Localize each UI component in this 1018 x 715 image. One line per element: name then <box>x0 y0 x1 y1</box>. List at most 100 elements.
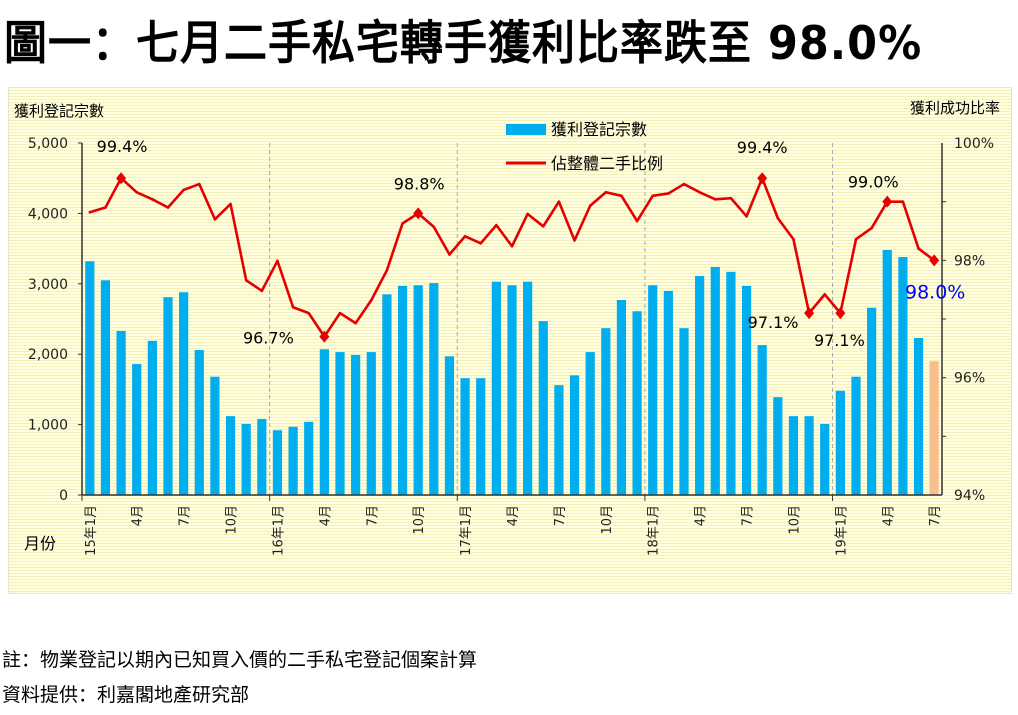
data-label: 98.0% <box>905 281 965 303</box>
x-tick-label: 7月 <box>178 505 193 526</box>
right-tick-label: 94% <box>954 488 985 504</box>
ratio-point-2017-03 <box>495 223 498 227</box>
ratio-point-2018-05 <box>713 198 717 201</box>
highlight-marker <box>804 307 815 320</box>
x-tick-label: 15年1月 <box>84 505 99 556</box>
ratio-point-2015-06 <box>166 206 170 209</box>
bar-2017-12 <box>632 311 642 495</box>
x-tick-label: 4月 <box>506 505 521 526</box>
ratio-point-2017-11 <box>620 194 623 198</box>
bar-2018-05 <box>710 266 720 495</box>
ratio-point-2015-09 <box>213 217 217 221</box>
ratio-point-2016-03 <box>307 311 311 315</box>
data-label: 99.4% <box>97 137 148 156</box>
left-axis-title: 獲利登記宗數 <box>14 102 104 120</box>
bar-2016-06 <box>351 354 361 495</box>
bar-2015-10 <box>225 416 236 495</box>
x-tick-label: 7月 <box>928 505 943 526</box>
left-tick-label: 1,000 <box>28 418 68 434</box>
left-tick-label: 5,000 <box>28 136 68 152</box>
highlight-marker <box>835 307 846 320</box>
ratio-point-2017-04 <box>510 244 514 248</box>
right-tick-label: 96% <box>954 371 985 387</box>
bar-2019-06 <box>913 338 924 495</box>
bar-2015-01 <box>85 261 95 495</box>
ratio-point-2019-02 <box>854 237 858 241</box>
source-note: 資料提供：利嘉閣地產研究部 <box>2 684 250 706</box>
bar-2017-03 <box>491 281 501 495</box>
bar-2019-05 <box>898 257 908 495</box>
bar-2017-01 <box>460 378 470 495</box>
bar-2016-09 <box>397 285 408 495</box>
data-label: 97.1% <box>748 313 799 332</box>
bar-2017-10 <box>601 328 611 495</box>
bar-2015-06 <box>163 297 173 495</box>
x-tick-label: 7月 <box>553 505 568 526</box>
highlight-marker <box>929 254 940 267</box>
ratio-point-2016-05 <box>338 311 342 315</box>
bar-2015-07 <box>179 292 189 495</box>
ratio-point-2018-01 <box>651 194 655 198</box>
data-label: 98.8% <box>394 174 445 193</box>
ratio-point-2015-12 <box>260 289 264 293</box>
ratio-point-2015-02 <box>104 206 107 209</box>
bar-2019-03 <box>867 307 877 495</box>
bar-2016-01 <box>272 430 283 495</box>
left-tick-label: 0 <box>59 488 68 504</box>
bar-2016-03 <box>304 421 314 495</box>
x-tick-label: 4月 <box>318 505 333 526</box>
bar-2017-02 <box>476 378 486 495</box>
ratio-point-2015-07 <box>182 188 185 192</box>
bar-2018-02 <box>663 290 673 495</box>
ratio-point-2018-04 <box>698 190 701 194</box>
x-tick-label: 7月 <box>741 505 756 526</box>
ratio-point-2015-10 <box>229 202 232 206</box>
bar-2016-07 <box>366 352 376 495</box>
legend-line-label: 佔整體二手比例 <box>551 154 663 173</box>
ratio-point-2016-09 <box>401 222 404 225</box>
bar-2015-05 <box>147 340 157 495</box>
x-tick-label: 7月 <box>365 505 380 526</box>
bar-2017-08 <box>569 375 580 495</box>
highlight-marker <box>413 207 424 220</box>
bar-2017-06 <box>538 321 548 495</box>
ratio-point-2018-03 <box>682 182 686 186</box>
bar-2016-11 <box>429 283 439 495</box>
bar-2015-03 <box>116 330 126 495</box>
bar-2015-12 <box>257 418 267 495</box>
bar-2016-04 <box>319 349 329 495</box>
ratio-point-2015-05 <box>151 198 154 201</box>
x-tick-label: 10月 <box>787 505 802 535</box>
right-tick-label: 100% <box>954 136 994 152</box>
x-tick-label: 18年1月 <box>647 505 662 556</box>
ratio-point-2018-06 <box>729 196 733 200</box>
bar-2018-12 <box>820 423 830 495</box>
bar-2018-11 <box>804 416 814 495</box>
bar-2018-01 <box>648 285 658 495</box>
bar-2018-07 <box>741 285 752 495</box>
ratio-point-2017-05 <box>526 212 529 216</box>
highlight-marker <box>882 195 893 208</box>
chart-title: 圖一：七月二手私宅轉手獲利比率跌至 98.0% <box>4 16 923 71</box>
bar-2015-11 <box>241 423 251 495</box>
x-tick-label: 4月 <box>881 505 896 526</box>
ratio-point-2016-08 <box>385 269 389 272</box>
ratio-point-2018-02 <box>667 192 670 195</box>
ratio-point-2015-04 <box>135 190 139 194</box>
legend-bar-swatch <box>506 124 546 135</box>
legend-bar-label: 獲利登記宗數 <box>551 120 647 139</box>
ratio-point-2019-03 <box>870 226 873 230</box>
ratio-point-2017-09 <box>588 204 592 208</box>
x-tick-label: 10月 <box>600 505 615 535</box>
bar-2018-04 <box>695 276 705 495</box>
bar-2018-10 <box>788 416 799 495</box>
bar-2015-08 <box>194 349 204 495</box>
data-label: 99.4% <box>737 138 788 157</box>
bar-2016-12 <box>444 356 455 495</box>
bar-2016-08 <box>382 294 392 495</box>
bar-2015-04 <box>132 364 142 495</box>
x-tick-label: 4月 <box>131 505 146 526</box>
x-tick-label: 17年1月 <box>459 505 474 556</box>
left-tick-label: 2,000 <box>28 347 68 363</box>
